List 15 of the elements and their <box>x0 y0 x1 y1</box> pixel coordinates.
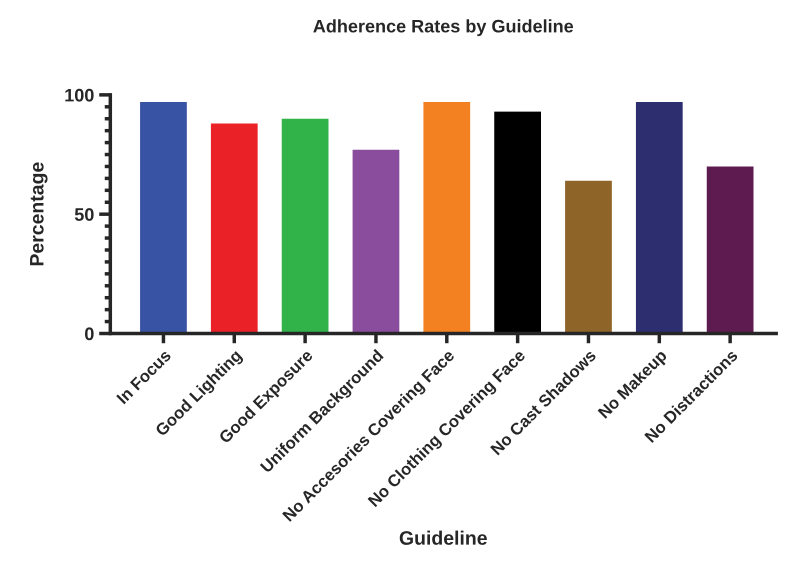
bar <box>423 102 470 334</box>
chart-title: Adherence Rates by Guideline <box>313 19 574 36</box>
y-tick-label: 0 <box>85 327 94 340</box>
bar <box>706 166 754 334</box>
bar <box>494 112 542 334</box>
y-tick-label: 100 <box>65 88 94 102</box>
bar <box>565 180 612 334</box>
bar <box>282 118 328 334</box>
bar <box>140 102 187 334</box>
y-tick-label: 50 <box>74 208 94 221</box>
x-axis-title: Guideline <box>400 530 487 545</box>
bar <box>636 102 683 334</box>
bar <box>210 124 258 334</box>
y-axis-title: Percentage <box>30 162 48 266</box>
bar <box>352 150 400 334</box>
